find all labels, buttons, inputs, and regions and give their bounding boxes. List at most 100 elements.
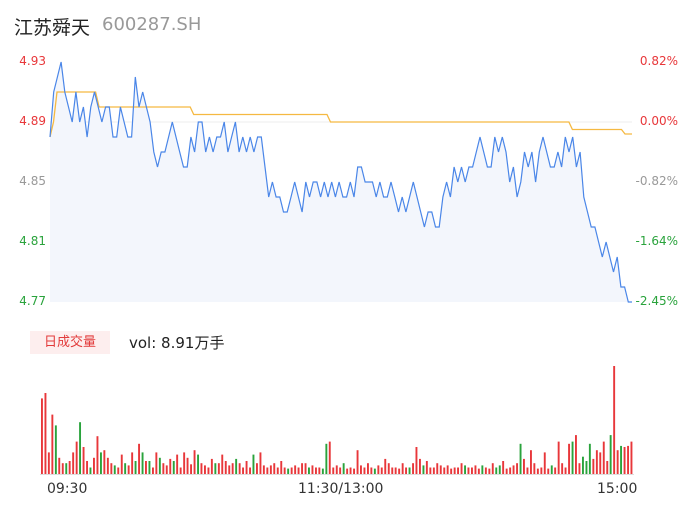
volume-bar	[217, 463, 220, 474]
volume-bar	[110, 463, 113, 474]
volume-bar	[158, 457, 161, 474]
volume-bar	[120, 454, 123, 474]
volume-bar	[190, 464, 193, 474]
price-area	[50, 62, 632, 302]
volume-bar	[124, 463, 127, 474]
volume-bar	[224, 461, 227, 474]
volume-bar	[415, 447, 418, 474]
volume-bar	[214, 463, 217, 474]
volume-bar	[495, 467, 498, 474]
volume-bar	[602, 441, 605, 474]
volume-bar	[79, 422, 82, 474]
volume-bar	[429, 467, 432, 474]
pct-tick-label: -1.64%	[635, 234, 678, 248]
volume-bar	[342, 463, 345, 474]
volume-bar	[58, 457, 61, 474]
volume-summary: vol: 8.91万手	[129, 334, 225, 352]
volume-bar	[564, 467, 567, 474]
volume-bar	[200, 463, 203, 474]
volume-bar	[44, 393, 47, 474]
volume-bar	[408, 467, 411, 474]
pct-tick-label: 0.82%	[639, 54, 678, 68]
volume-bar	[273, 463, 276, 474]
volume-bar	[176, 454, 179, 474]
volume-bar	[588, 443, 591, 474]
volume-bar	[481, 465, 484, 474]
pct-tick-label: -2.45%	[635, 294, 678, 308]
stock-name: 江苏舜天	[14, 17, 91, 39]
volume-bar	[498, 465, 501, 474]
x-tick-label: 09:30	[47, 481, 88, 497]
volume-bar	[75, 441, 78, 474]
volume-bar	[301, 463, 304, 474]
volume-bar	[401, 463, 404, 474]
avg-price-line	[49, 91, 632, 138]
pct-tick-label: -0.82%	[635, 174, 678, 188]
volume-bar	[464, 465, 467, 474]
volume-bar	[519, 443, 522, 474]
volume-bar	[103, 450, 106, 474]
volume-bar	[505, 468, 508, 474]
volume-bar	[290, 467, 293, 474]
volume-bar	[457, 467, 460, 474]
volume-bar	[315, 467, 317, 474]
volume-bar	[134, 461, 137, 474]
volume-bar	[512, 465, 515, 474]
volume-bar	[138, 443, 141, 474]
volume-bar	[266, 467, 269, 474]
volume-bar	[509, 467, 512, 474]
volume-bar	[377, 465, 380, 474]
volume-bar	[536, 468, 539, 474]
price-line	[49, 61, 632, 303]
volume-bar	[51, 414, 54, 474]
price-tick-label: 4.77	[19, 294, 46, 308]
volume-bar	[297, 467, 300, 474]
volume-bar	[269, 465, 272, 474]
volume-bar	[89, 467, 92, 474]
volume-bar	[623, 447, 626, 474]
volume-bar	[197, 454, 200, 474]
price-tick-label: 4.89	[19, 114, 46, 128]
volume-bar	[491, 463, 494, 474]
volume-bar	[318, 467, 321, 474]
volume-bar	[419, 458, 421, 474]
volume-bar	[568, 443, 571, 474]
volume-bar	[165, 465, 168, 474]
volume-bar	[68, 461, 71, 474]
volume-bar	[148, 461, 151, 474]
volume-bar	[186, 457, 189, 474]
volume-bar	[585, 461, 588, 474]
volume-bar	[484, 467, 487, 474]
volume-bar	[82, 447, 85, 474]
x-tick-label: 15:00	[597, 481, 638, 497]
volume-bar	[432, 467, 435, 474]
volume-bar	[370, 467, 373, 474]
volume-bar	[93, 457, 95, 474]
volume-bar	[356, 450, 359, 474]
stock-code: 600287.SH	[102, 14, 202, 35]
volume-bar	[543, 452, 546, 474]
pct-tick-label: 0.00%	[639, 114, 678, 128]
volume-bar	[453, 467, 456, 474]
volume-bar	[412, 463, 415, 474]
volume-bar	[328, 441, 331, 474]
volume-bar	[207, 467, 210, 474]
price-tick-label: 4.85	[19, 174, 46, 188]
volume-bar	[547, 468, 550, 474]
volume-bar	[349, 467, 352, 474]
volume-bar	[304, 463, 307, 474]
volume-bar	[252, 454, 255, 474]
volume-bar	[259, 452, 262, 474]
volume-bar	[425, 461, 428, 474]
volume-bar	[72, 452, 75, 474]
volume-bar	[308, 467, 310, 474]
volume-bar	[353, 468, 356, 474]
volume-bar	[616, 450, 619, 474]
volume-bar	[96, 436, 99, 474]
volume-bar	[571, 441, 574, 474]
volume-tab[interactable]: 日成交量	[30, 331, 110, 354]
price-tick-label: 4.93	[19, 54, 46, 68]
volume-bar	[204, 465, 206, 474]
volume-bar	[131, 452, 134, 474]
volume-bar	[145, 461, 147, 474]
